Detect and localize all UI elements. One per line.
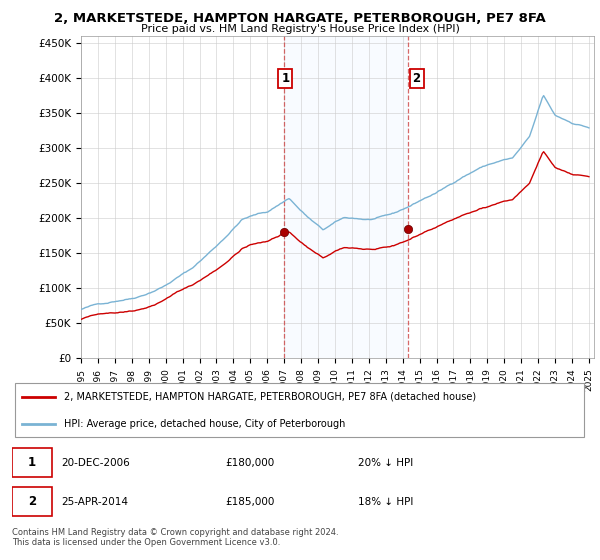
Text: 2, MARKETSTEDE, HAMPTON HARGATE, PETERBOROUGH, PE7 8FA: 2, MARKETSTEDE, HAMPTON HARGATE, PETERBO… xyxy=(54,12,546,25)
Text: 1: 1 xyxy=(28,456,36,469)
Text: Contains HM Land Registry data © Crown copyright and database right 2024.
This d: Contains HM Land Registry data © Crown c… xyxy=(12,528,338,547)
Text: 18% ↓ HPI: 18% ↓ HPI xyxy=(358,497,413,507)
Text: 2, MARKETSTEDE, HAMPTON HARGATE, PETERBOROUGH, PE7 8FA (detached house): 2, MARKETSTEDE, HAMPTON HARGATE, PETERBO… xyxy=(64,391,476,402)
Text: 20% ↓ HPI: 20% ↓ HPI xyxy=(358,458,413,468)
FancyBboxPatch shape xyxy=(12,448,52,477)
Text: 20-DEC-2006: 20-DEC-2006 xyxy=(61,458,130,468)
Text: £180,000: £180,000 xyxy=(225,458,274,468)
Text: 2: 2 xyxy=(28,495,36,508)
Text: HPI: Average price, detached house, City of Peterborough: HPI: Average price, detached house, City… xyxy=(64,419,345,429)
FancyBboxPatch shape xyxy=(15,383,584,437)
Text: 25-APR-2014: 25-APR-2014 xyxy=(61,497,128,507)
Text: 1: 1 xyxy=(281,72,289,85)
FancyBboxPatch shape xyxy=(12,487,52,516)
Text: Price paid vs. HM Land Registry's House Price Index (HPI): Price paid vs. HM Land Registry's House … xyxy=(140,24,460,34)
Bar xyxy=(284,36,408,358)
Text: £185,000: £185,000 xyxy=(225,497,274,507)
Text: 2: 2 xyxy=(413,72,421,85)
